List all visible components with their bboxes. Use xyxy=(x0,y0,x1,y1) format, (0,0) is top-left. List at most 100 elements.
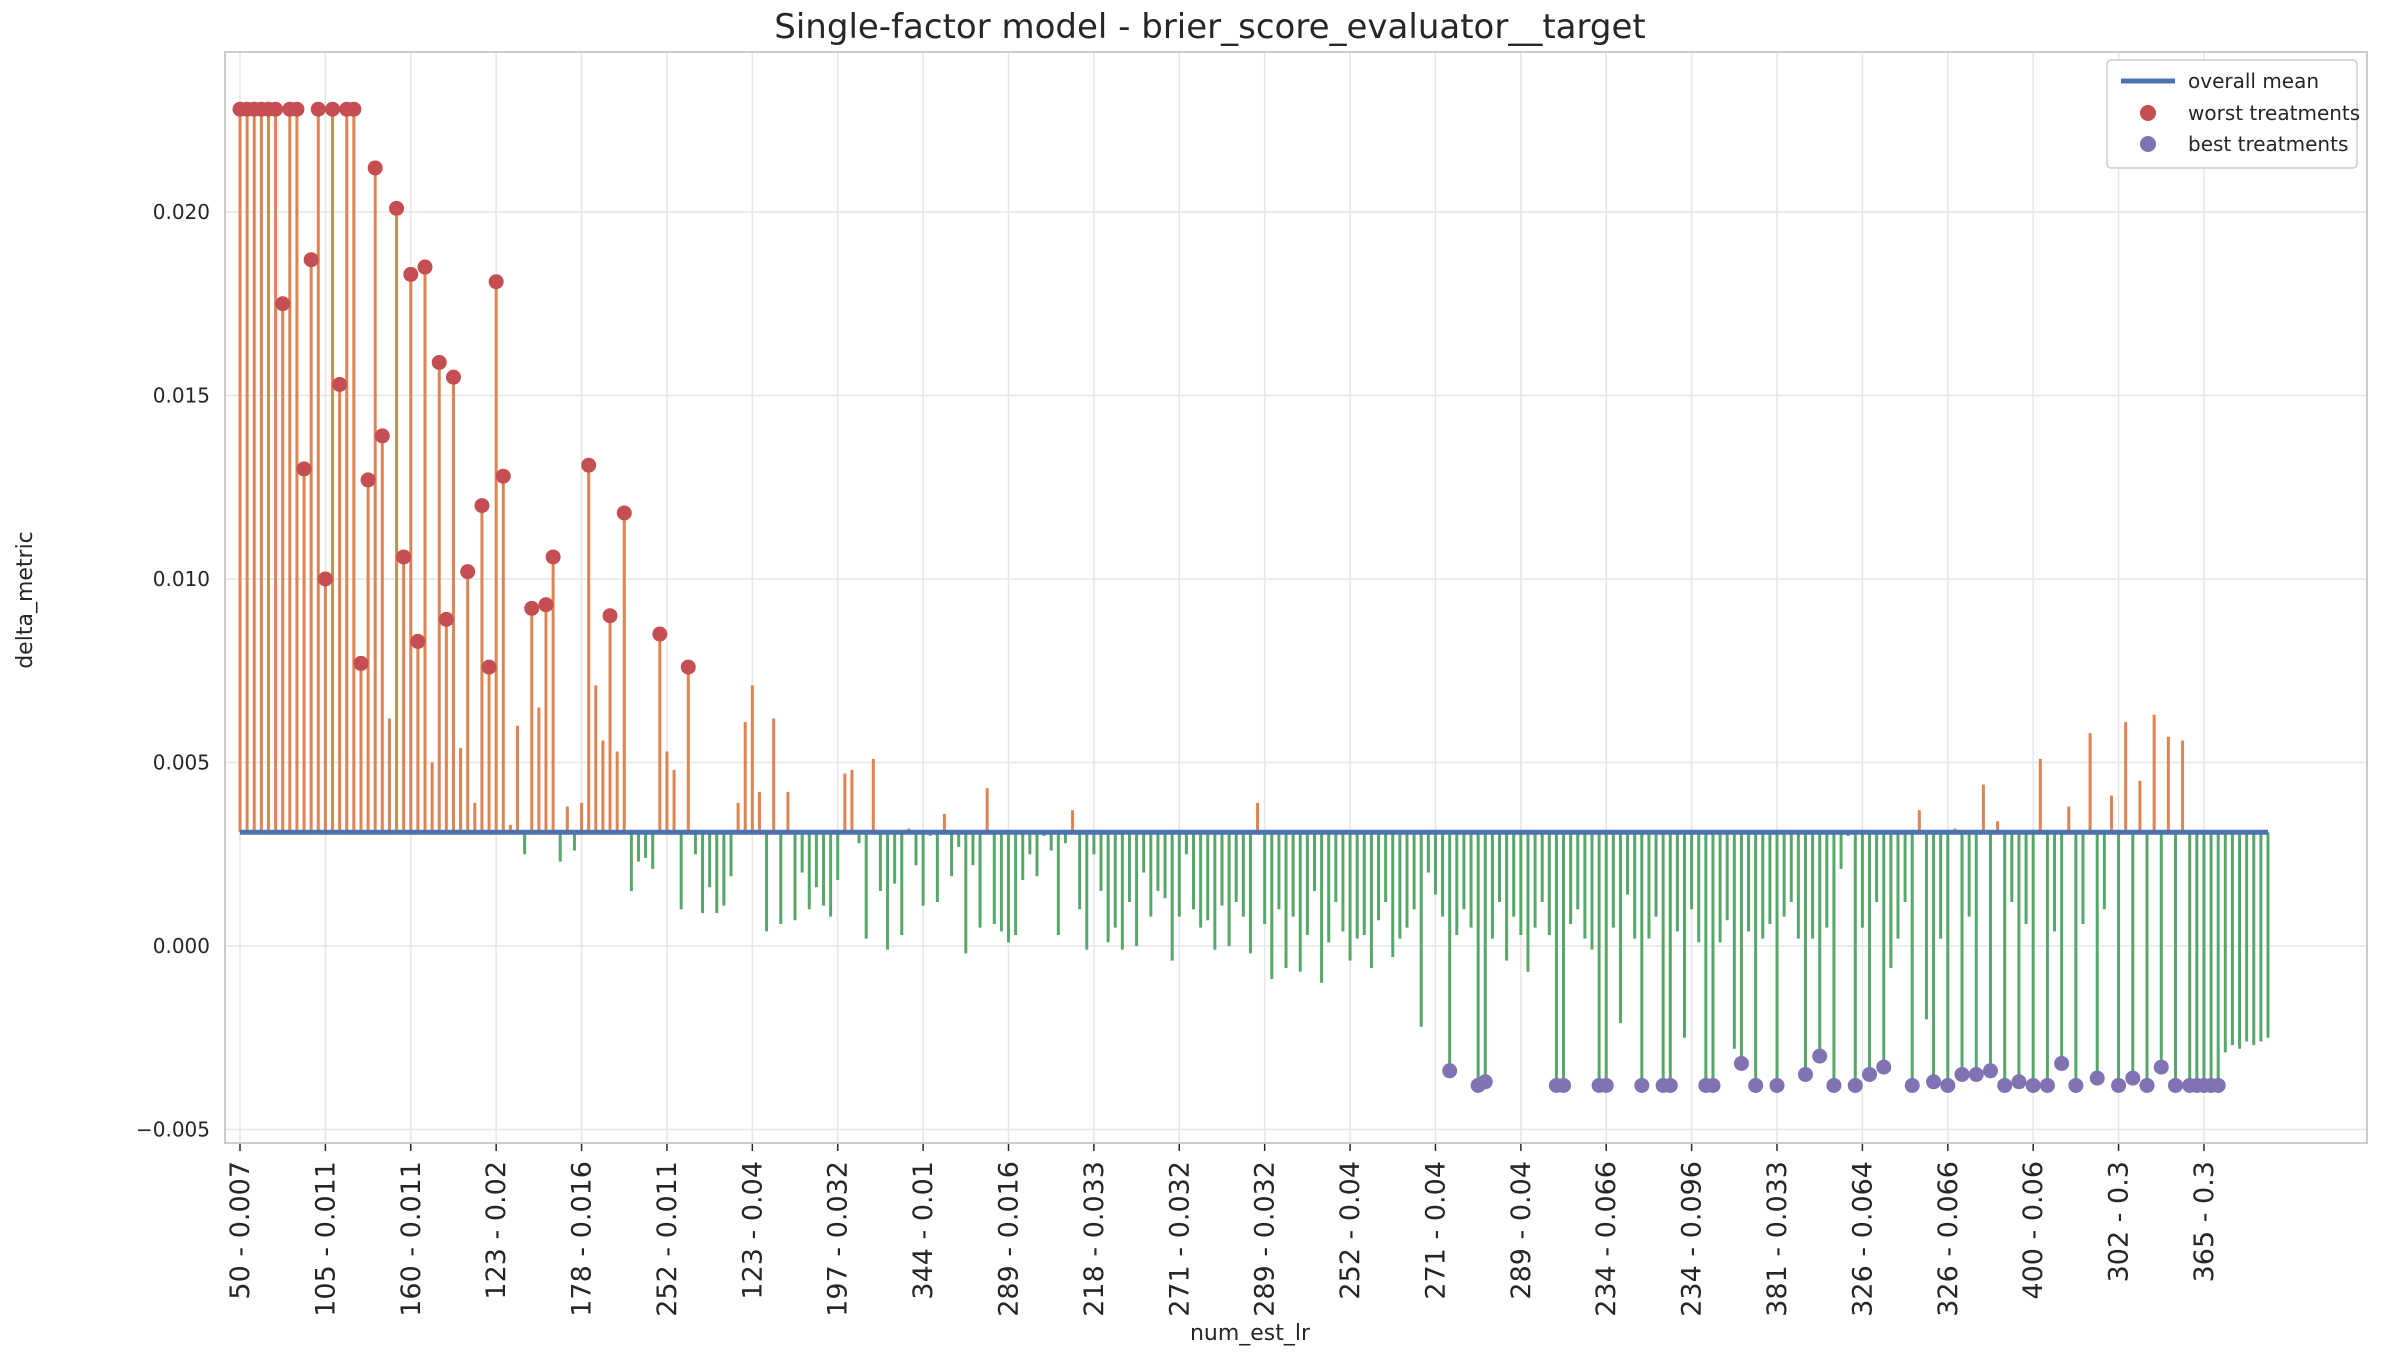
best-treatment-marker xyxy=(1862,1066,1878,1082)
x-tick-label: 178 - 0.016 xyxy=(567,1161,598,1317)
worst-treatment-marker xyxy=(495,468,511,484)
stem-layer xyxy=(238,109,2270,1086)
best-treatment-marker xyxy=(1812,1048,1828,1064)
x-tick-label: 326 - 0.064 xyxy=(1847,1161,1878,1317)
best-treatment-marker xyxy=(2111,1077,2127,1093)
best-treatment-marker xyxy=(2167,1077,2183,1093)
x-tick-label: 252 - 0.04 xyxy=(1335,1161,1366,1300)
x-tick-label: 271 - 0.04 xyxy=(1420,1161,1451,1300)
x-tick-label: 365 - 0.3 xyxy=(2189,1161,2220,1282)
x-tick-label: 289 - 0.032 xyxy=(1250,1161,1281,1317)
chart-title: Single-factor model - brier_score_evalua… xyxy=(774,7,1645,47)
worst-treatment-marker xyxy=(431,354,447,370)
legend-box xyxy=(2106,59,2358,169)
y-axis-label: delta_metric xyxy=(13,531,38,669)
best-treatment-marker xyxy=(1748,1077,1764,1093)
plot-frame xyxy=(224,51,2368,1144)
best-treatment-marker xyxy=(1556,1077,1572,1093)
best-treatment-marker xyxy=(1904,1077,1920,1093)
best-treatment-marker xyxy=(1876,1059,1892,1075)
worst-treatment-marker xyxy=(310,101,326,117)
best-treatment-marker xyxy=(1826,1077,1842,1093)
x-tick-label: 234 - 0.096 xyxy=(1677,1161,1708,1317)
best-treatment-marker xyxy=(1797,1066,1813,1082)
x-tick-label: 123 - 0.02 xyxy=(481,1161,512,1300)
y-tick-label: 0.005 xyxy=(153,751,210,775)
best-treatment-marker xyxy=(1662,1077,1678,1093)
x-tick-label: 344 - 0.01 xyxy=(908,1161,939,1300)
worst-treatment-marker xyxy=(410,633,426,649)
best-treatment-marker xyxy=(2011,1074,2027,1090)
best-treatment-marker xyxy=(2210,1077,2226,1093)
worst-treatment-marker xyxy=(403,266,419,282)
x-tick-label: 289 - 0.016 xyxy=(994,1161,1025,1317)
x-axis-label: num_est_lr xyxy=(1190,1321,1311,1346)
best-treatment-marker xyxy=(1954,1066,1970,1082)
best-treatment-marker xyxy=(1926,1074,1942,1090)
worst-treatment-marker xyxy=(396,549,412,565)
worst-treatment-marker xyxy=(460,564,476,580)
best-treatment-marker xyxy=(1997,1077,2013,1093)
x-tick-label: 123 - 0.04 xyxy=(737,1161,768,1300)
best-treatment-marker xyxy=(2125,1070,2141,1086)
best-treatment-marker xyxy=(1634,1077,1650,1093)
best-treatment-marker xyxy=(2089,1070,2105,1086)
legend-best-swatch xyxy=(2140,136,2156,152)
best-treatment-marker xyxy=(1968,1066,1984,1082)
x-tick-label: 218 - 0.033 xyxy=(1079,1161,1110,1317)
y-tick-label: 0.000 xyxy=(153,934,210,958)
best-treatment-marker xyxy=(1847,1077,1863,1093)
worst-treatment-marker xyxy=(275,296,291,312)
worst-treatment-marker xyxy=(367,160,383,176)
worst-treatment-marker xyxy=(616,505,632,521)
y-tick-label: 0.015 xyxy=(153,384,210,408)
worst-treatment-marker xyxy=(353,655,369,671)
x-tick-label: 160 - 0.011 xyxy=(396,1161,427,1317)
worst-treatment-marker xyxy=(581,457,597,473)
best-treatment-marker xyxy=(2153,1059,2169,1075)
best-treatment-marker xyxy=(1442,1063,1458,1079)
best-treatment-marker xyxy=(1982,1063,1998,1079)
worst-treatment-marker xyxy=(346,101,362,117)
legend-item-best-treatments: best treatments xyxy=(2188,132,2348,156)
x-tick-label: 381 - 0.033 xyxy=(1762,1161,1793,1317)
worst-treatment-marker xyxy=(303,252,319,268)
worst-treatment-marker xyxy=(360,472,376,488)
worst-treatment-marker xyxy=(374,428,390,444)
x-tick-label: 252 - 0.011 xyxy=(652,1161,683,1317)
worst-treatment-marker xyxy=(417,259,433,275)
x-tick-label: 105 - 0.011 xyxy=(310,1161,341,1317)
worst-treatment-marker xyxy=(389,200,405,216)
worst-treatment-marker xyxy=(524,600,540,616)
y-tick-label: −0.005 xyxy=(136,1118,210,1142)
marker-layer xyxy=(232,101,2226,1093)
best-treatment-marker xyxy=(1769,1077,1785,1093)
worst-treatment-marker xyxy=(602,608,618,624)
worst-treatment-marker xyxy=(317,571,333,587)
y-tick-label: 0.020 xyxy=(153,200,210,224)
x-tick-label: 400 - 0.06 xyxy=(2018,1161,2049,1300)
legend-worst-swatch xyxy=(2140,105,2156,121)
worst-treatment-marker xyxy=(289,101,305,117)
worst-treatment-marker xyxy=(445,369,461,385)
best-treatment-marker xyxy=(2068,1077,2084,1093)
x-tick-label: 302 - 0.3 xyxy=(2104,1161,2135,1282)
worst-treatment-marker xyxy=(488,274,504,290)
worst-treatment-marker xyxy=(538,597,554,613)
y-tick-labels: −0.005 0.000 0.005 0.010 0.015 0.020 xyxy=(136,200,210,1142)
worst-treatment-marker xyxy=(438,611,454,627)
worst-treatment-marker xyxy=(481,659,497,675)
y-tick-label: 0.010 xyxy=(153,567,210,591)
legend: overall mean worst treatments best treat… xyxy=(2106,59,2360,169)
x-tick-labels: 50 - 0.007 105 - 0.011 160 - 0.011 123 - 0.… xyxy=(225,1161,2220,1317)
worst-treatment-marker xyxy=(474,498,490,514)
worst-treatment-marker xyxy=(652,626,668,642)
x-tick-label: 50 - 0.007 xyxy=(225,1161,256,1300)
x-tick-label: 326 - 0.066 xyxy=(1933,1161,1964,1317)
x-tick-label: 234 - 0.066 xyxy=(1591,1161,1622,1317)
worst-treatment-marker xyxy=(268,101,284,117)
worst-treatment-marker xyxy=(545,549,561,565)
